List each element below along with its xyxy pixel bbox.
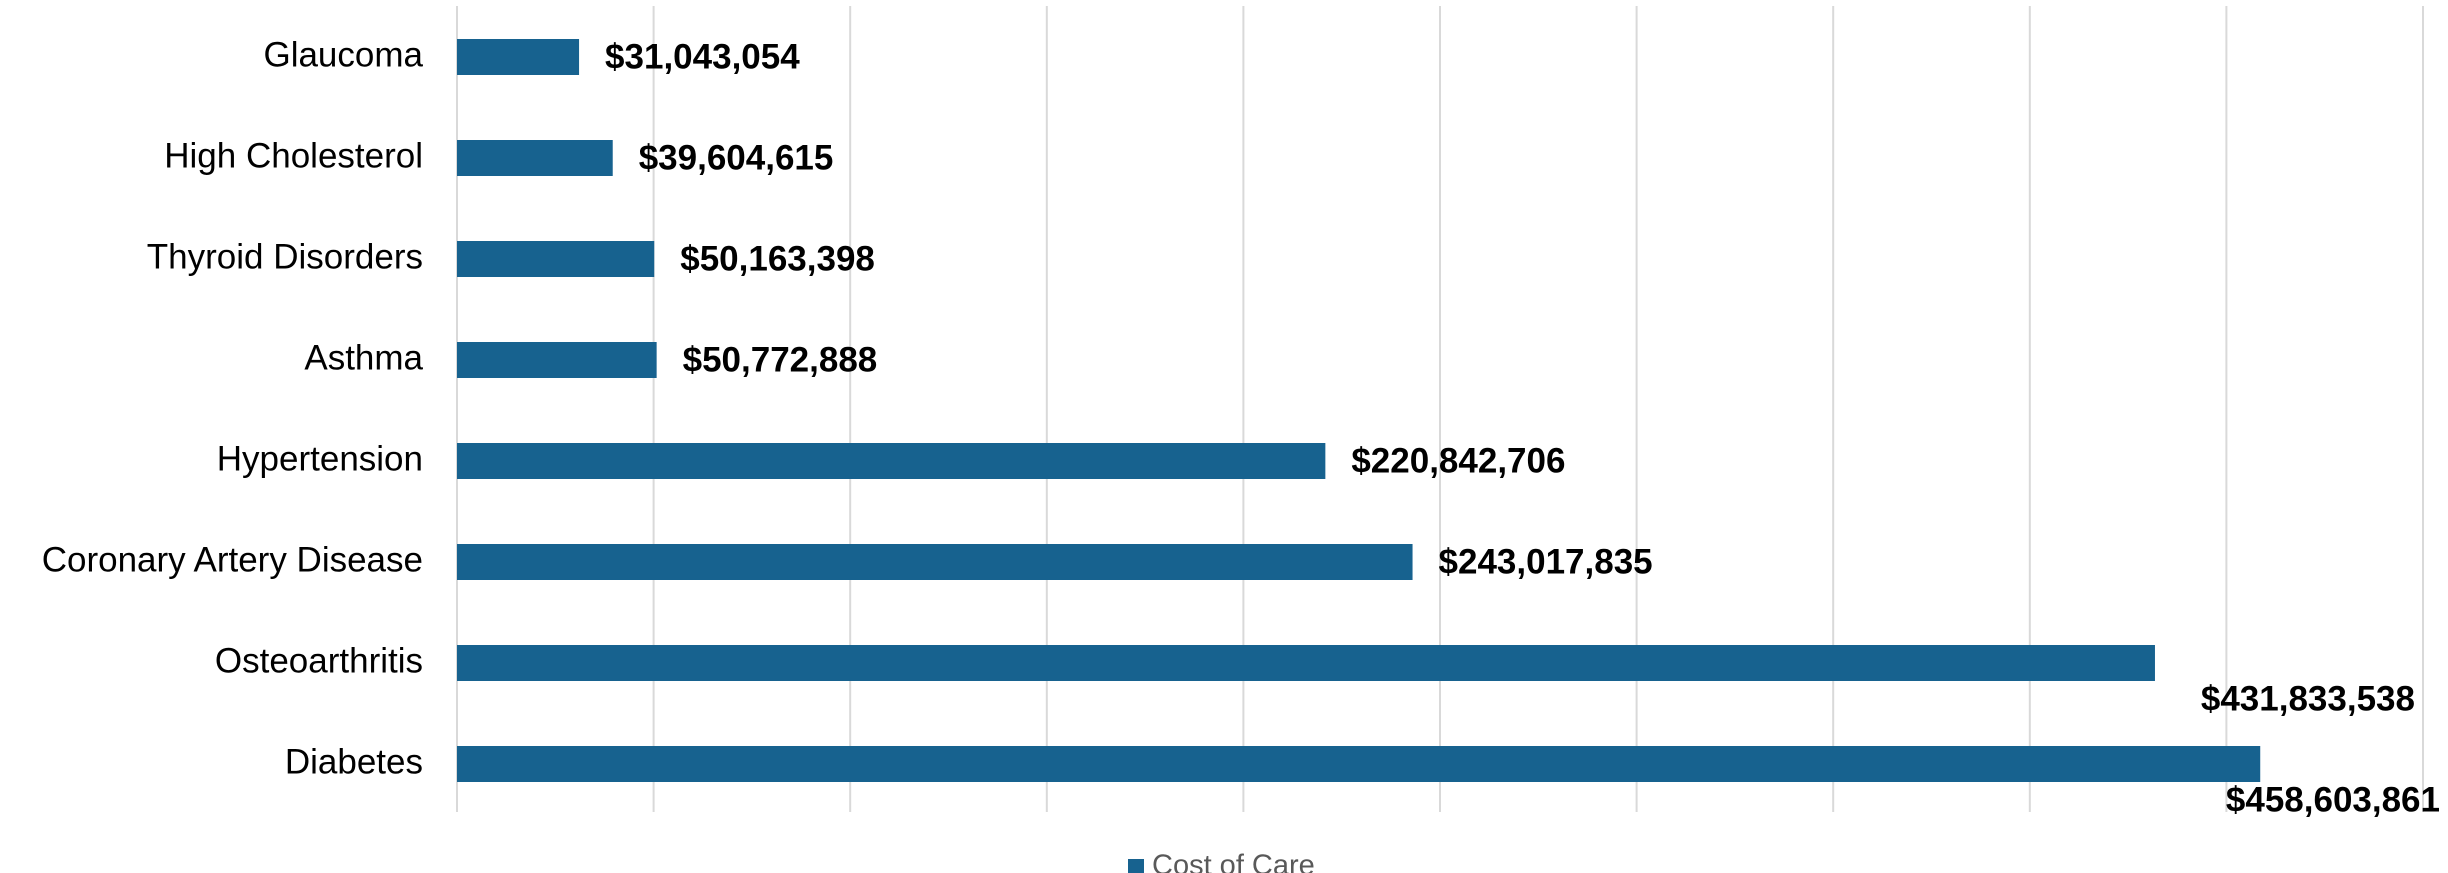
y-tick-label: Thyroid Disorders xyxy=(147,237,423,276)
bar xyxy=(457,241,655,277)
bar xyxy=(457,39,580,75)
legend-label: Cost of Care xyxy=(1152,850,1315,873)
y-tick-label: High Cholesterol xyxy=(164,136,423,175)
bar xyxy=(457,746,2261,782)
data-label: $243,017,835 xyxy=(1439,542,1653,581)
y-tick-label: Hypertension xyxy=(217,439,423,478)
data-label: $39,604,615 xyxy=(639,138,834,177)
y-tick-label: Asthma xyxy=(304,338,423,377)
bar xyxy=(457,645,2155,681)
y-tick-label: Glaucoma xyxy=(263,35,423,74)
data-label: $50,163,398 xyxy=(680,239,875,278)
data-label: $220,842,706 xyxy=(1351,441,1565,480)
y-tick-label: Diabetes xyxy=(285,742,423,781)
y-tick-label: Osteoarthritis xyxy=(215,641,423,680)
bar xyxy=(457,443,1326,479)
bar xyxy=(457,140,613,176)
y-tick-label: Coronary Artery Disease xyxy=(42,540,423,579)
legend-swatch xyxy=(1128,859,1144,873)
data-label: $50,772,888 xyxy=(683,340,878,379)
bar xyxy=(457,342,657,378)
data-label: $431,833,538 xyxy=(2201,679,2415,718)
data-label: $458,603,861 xyxy=(2226,780,2440,819)
data-label: $31,043,054 xyxy=(605,37,800,76)
bar xyxy=(457,544,1413,580)
